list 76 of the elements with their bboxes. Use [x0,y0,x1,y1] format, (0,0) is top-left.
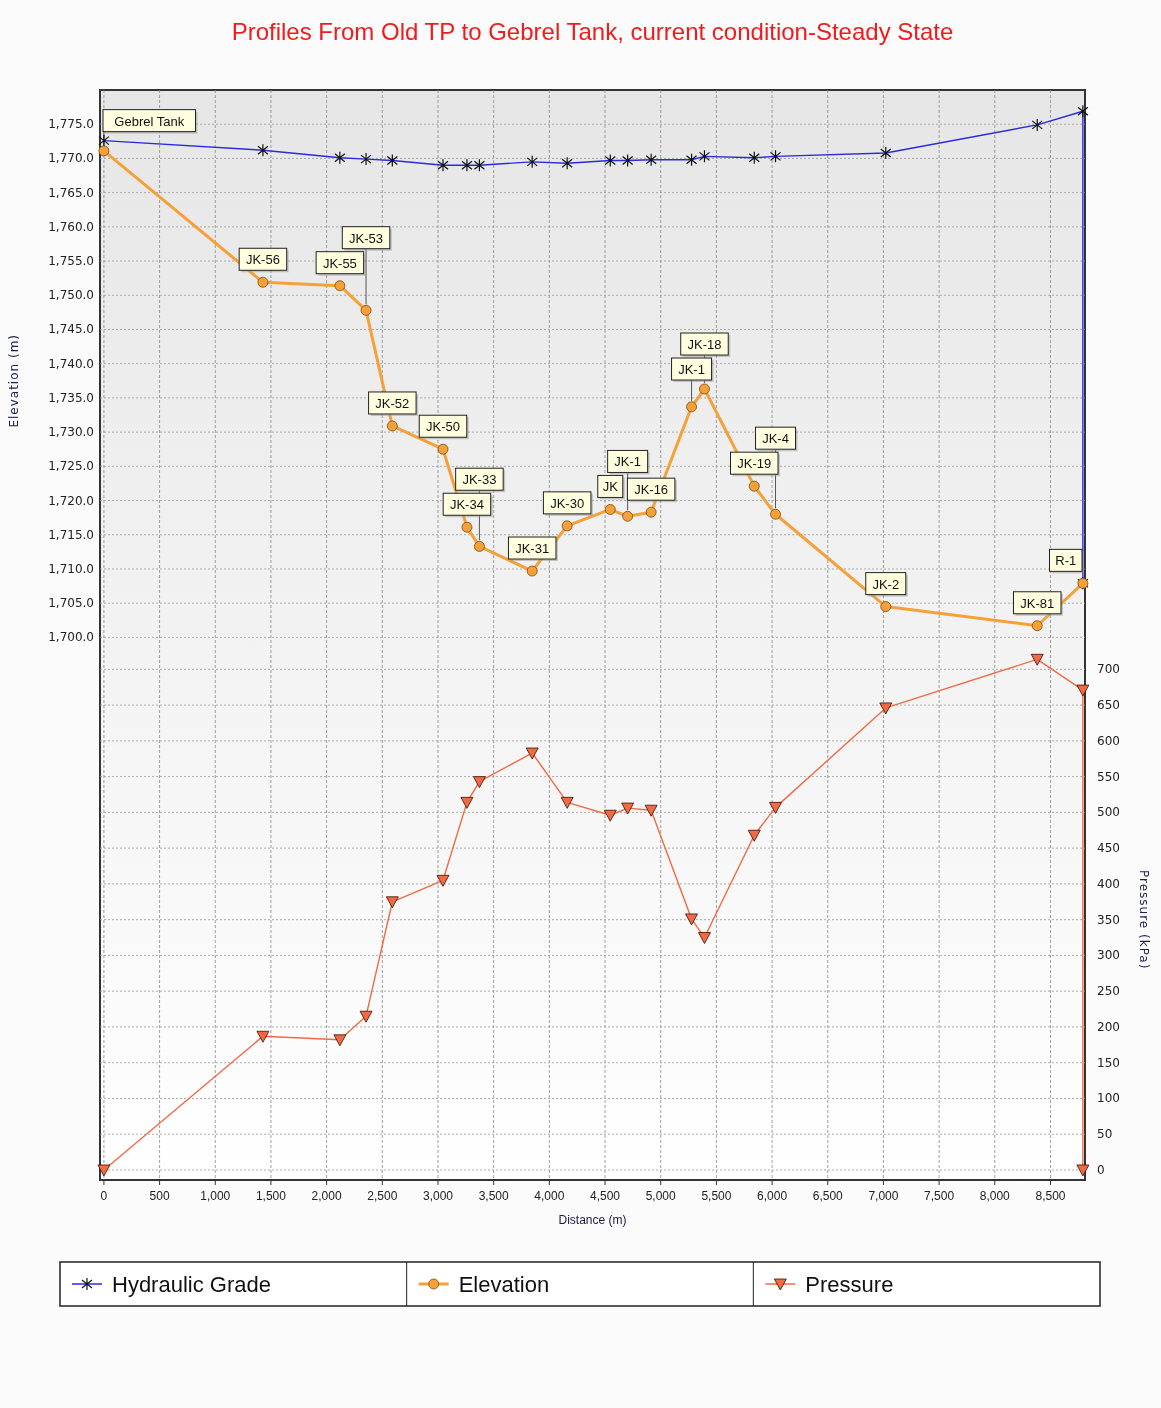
y-tick-label: 1,770.0 [48,151,94,166]
annotation: JK-19 [737,456,772,472]
annotation: JK-18 [687,337,722,353]
annotation: JK-2 [872,576,900,592]
x-tick-label: 5,500 [701,1189,732,1203]
x-tick-label: 2,500 [367,1189,398,1203]
y2-tick-label: 150 [1097,1055,1120,1070]
y2-axis-title: Pressure (kPa) [1137,869,1151,970]
x-tick-label: 1,000 [200,1189,231,1203]
annotation: Gebrel Tank [114,113,185,129]
y-tick-label: 1,725.0 [48,459,94,474]
y-tick-label: 1,715.0 [48,527,94,542]
annotation: JK-1 [614,454,641,470]
y-tick-label: 1,765.0 [48,185,94,200]
y-tick-label: 1,735.0 [48,390,94,405]
legend-label: Pressure [805,1272,894,1297]
y-tick-label: 1,755.0 [48,254,94,269]
x-tick-label: 1,500 [255,1189,287,1203]
x-tick-label: 0 [100,1189,108,1203]
y-tick-label: 1,740.0 [48,356,94,371]
y2-tick-label: 550 [1097,769,1120,784]
x-tick-label: 3,000 [422,1189,454,1203]
x-tick-label: 4,000 [534,1189,565,1203]
legend-label: Hydraulic Grade [112,1272,271,1297]
y2-tick-label: 100 [1097,1091,1120,1106]
y2-tick-label: 650 [1097,698,1120,713]
legend-label: Elevation [458,1272,550,1297]
y2-tick-label: 500 [1097,805,1120,820]
annotation: JK-81 [1020,595,1055,611]
y2-tick-label: 450 [1097,841,1120,856]
annotation: JK-53 [349,230,384,246]
annotation: JK-31 [515,541,550,557]
annotation: JK-16 [634,482,669,498]
y-tick-label: 1,775.0 [48,117,94,132]
x-tick-label: 8,500 [1035,1189,1066,1203]
annotation: JK-4 [762,431,789,447]
y2-tick-label: 400 [1097,876,1120,891]
y2-tick-label: 300 [1097,948,1120,963]
x-tick-label: 6,500 [812,1189,844,1203]
y-axis-title: Elevation (m) [7,334,21,428]
x-tick-label: 500 [149,1189,170,1203]
y2-tick-label: 350 [1097,912,1120,927]
annotation: JK-30 [550,495,585,511]
chart-title: Profiles From Old TP to Gebrel Tank, current condition-Steady State [231,18,954,45]
annotation: JK-55 [322,255,357,271]
y-tick-label: 1,710.0 [48,561,94,576]
x-tick-label: 4,500 [590,1189,621,1203]
y2-tick-label: 700 [1097,662,1120,677]
y2-tick-label: 600 [1097,733,1120,748]
annotation: JK [602,479,619,495]
x-tick-label: 5,000 [645,1189,677,1203]
y2-tick-label: 200 [1097,1019,1120,1034]
y-tick-label: 1,745.0 [48,322,94,337]
y2-tick-label: 50 [1097,1127,1113,1142]
y2-tick-label: 250 [1097,984,1120,999]
x-tick-label: 2,000 [311,1189,342,1203]
annotation: JK-1 [678,362,705,378]
annotation: JK-34 [449,497,484,513]
y-tick-label: 1,705.0 [48,596,94,611]
x-tick-label: 7,000 [868,1189,899,1203]
y-tick-label: 1,760.0 [48,219,94,234]
annotation: JK-56 [245,252,280,268]
y-tick-label: 1,700.0 [48,630,94,645]
x-tick-label: 6,000 [757,1189,788,1203]
y-tick-label: 1,750.0 [48,288,94,303]
x-tick-label: 7,500 [924,1189,955,1203]
y-tick-label: 1,730.0 [48,425,94,440]
y2-tick-label: 0 [1097,1162,1105,1177]
annotation: JK-50 [426,419,460,435]
annotation: JK-33 [462,472,497,488]
y-tick-label: 1,720.0 [48,493,94,508]
x-tick-label: 8,000 [979,1189,1011,1203]
annotation: R-1 [1055,553,1077,569]
x-tick-label: 3,500 [478,1189,510,1203]
annotation: JK-52 [375,395,410,411]
x-axis-title: Distance (m) [558,1213,627,1227]
